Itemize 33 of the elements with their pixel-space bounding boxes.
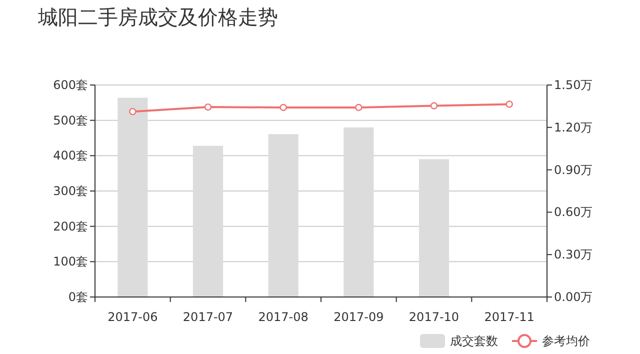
point	[506, 100, 513, 108]
y2-tick-label: 0.90万	[554, 162, 593, 177]
legend-label: 参考均价	[542, 334, 590, 348]
x-tick-label: 2017-09	[334, 310, 384, 324]
y2-tick-label: 1.50万	[554, 78, 593, 92]
y-tick-label: 500套	[53, 113, 88, 128]
point	[204, 103, 212, 111]
point	[355, 104, 362, 112]
y2-tick-label: 1.20万	[554, 120, 593, 134]
bar	[268, 134, 298, 297]
x-tick-label: 2017-06	[108, 310, 158, 324]
bar	[118, 98, 148, 297]
y-tick-label: 400套	[53, 148, 88, 163]
y-tick-label: 200套	[53, 219, 88, 234]
x-tick-label: 2017-08	[258, 310, 308, 324]
bar	[418, 159, 450, 297]
bar	[344, 127, 374, 297]
y-tick-label: 300套	[53, 184, 88, 198]
y-tick-label: 100套	[53, 254, 88, 269]
y2-tick-label: 0.60万	[554, 205, 593, 220]
x-tick-label: 2017-07	[182, 310, 234, 324]
legend-label: 成交套数	[450, 334, 498, 348]
bar	[192, 146, 224, 297]
point	[430, 102, 438, 110]
y2-tick-label: 0.00万	[554, 290, 593, 304]
x-tick-label: 2017-10	[408, 310, 460, 324]
x-tick-label: 2017-11	[484, 310, 534, 324]
y-tick-label: 600套	[53, 78, 88, 92]
point	[280, 104, 287, 112]
y2-tick-label: 0.30万	[554, 248, 593, 262]
point	[129, 108, 136, 116]
chart-title: 城阳二手房成交及价格走势	[37, 5, 278, 29]
y-tick-label: 0套	[68, 290, 88, 304]
